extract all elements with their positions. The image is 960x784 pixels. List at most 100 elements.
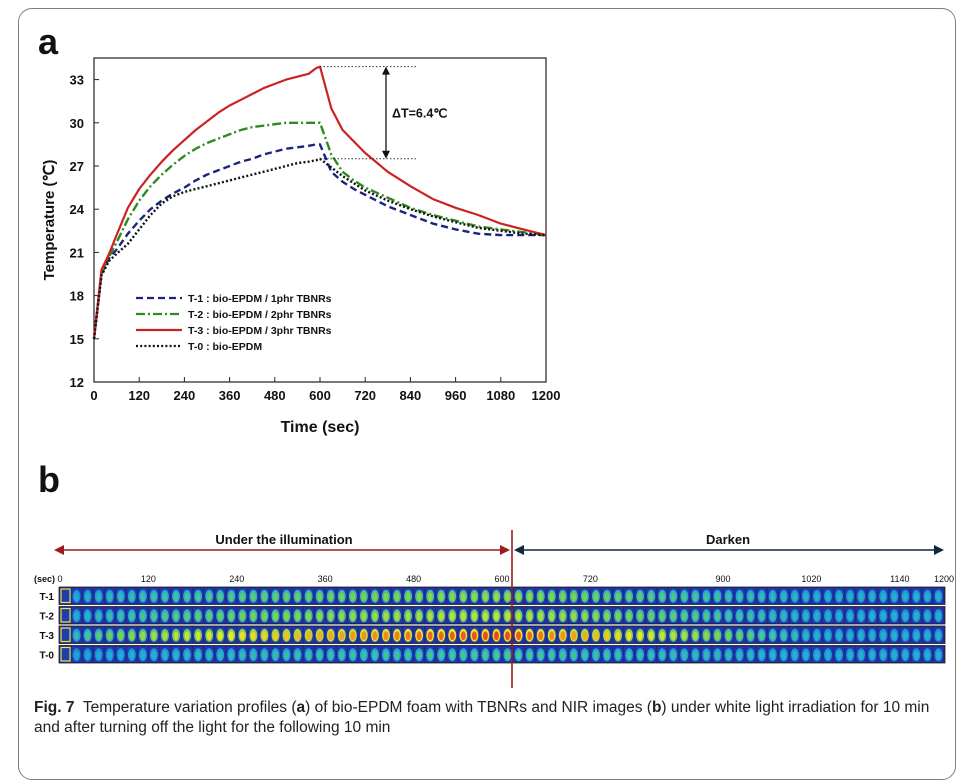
nir-frame-core (604, 650, 610, 660)
nir-frame-core (792, 592, 798, 602)
nir-frame-core (482, 611, 488, 621)
x-tick-label: 240 (174, 388, 196, 403)
nir-frame-core (505, 592, 510, 602)
time-tick-label: 1200 (934, 574, 954, 584)
nir-frame-core (549, 592, 555, 602)
nir-frame-core (869, 592, 875, 602)
nir-frame-core (261, 592, 267, 602)
nir-frame-core (560, 592, 566, 602)
nir-frame-core (936, 611, 941, 621)
nir-frame-core (715, 592, 720, 602)
nir-frame-core (527, 631, 533, 641)
nir-frame-core (913, 650, 919, 660)
nir-frame-core (361, 611, 367, 621)
nir-frame-core (648, 650, 654, 660)
nir-frame-core (228, 631, 234, 641)
nir-frame-core (913, 592, 919, 602)
nir-frame-core (394, 611, 400, 621)
nir-frame-core (383, 592, 389, 602)
nir-frame-core (847, 592, 853, 602)
nir-frame-core (902, 611, 908, 621)
nir-frame-core (427, 592, 433, 602)
nir-frame-core (913, 631, 919, 641)
nir-frame-core (681, 611, 687, 621)
nir-frame-core (449, 650, 455, 660)
nir-frame-core (162, 592, 168, 602)
nir-frame-core (295, 611, 301, 621)
nir-frame-core (659, 631, 665, 641)
nir-frame-core (792, 631, 798, 641)
y-tick-label: 30 (70, 116, 84, 131)
nir-frame-core (129, 611, 135, 621)
nir-frame-core (604, 592, 610, 602)
nir-frame-core (681, 631, 687, 641)
nir-frame-core (869, 611, 875, 621)
nir-frame-core (350, 631, 356, 641)
nir-frame-core (505, 650, 510, 660)
nir-frame-core (803, 650, 809, 660)
nir-frame-core (217, 592, 223, 602)
nir-frame-core (250, 650, 256, 660)
nir-frame-core (85, 611, 91, 621)
nir-frame-core (328, 650, 334, 660)
illumination-arrow-head-right (500, 545, 510, 555)
nir-frame-core (107, 611, 113, 621)
time-tick-label: 360 (318, 574, 333, 584)
row-label: T-1 (40, 592, 55, 603)
nir-frame-core (261, 611, 267, 621)
nir-frame-core (748, 650, 754, 660)
delta-t-annotation: ΔT=6.4℃ (392, 107, 447, 121)
nir-frame-core (394, 592, 400, 602)
nir-frame-core (770, 611, 776, 621)
x-tick-label: 720 (354, 388, 376, 403)
nir-frame-core (560, 631, 566, 641)
nir-frame-core (516, 631, 522, 641)
nir-frame-core (604, 611, 610, 621)
nir-frame-core (891, 592, 897, 602)
x-tick-label: 1080 (486, 388, 515, 403)
nir-frame-core (505, 631, 510, 641)
nir-frame-core (770, 631, 776, 641)
illumination-arrow-head-left (54, 545, 64, 555)
nir-frame-core (74, 650, 80, 660)
nir-frame-core (836, 650, 842, 660)
nir-frame-core (737, 611, 743, 621)
nir-frame-core (527, 611, 533, 621)
nir-frame-core (372, 592, 378, 602)
nir-frame-core (715, 650, 720, 660)
nir-frame-core (759, 631, 765, 641)
nir-frame-core (85, 592, 91, 602)
nir-frame-core (792, 650, 798, 660)
nir-frame-core (924, 592, 930, 602)
nir-frame-core (670, 611, 676, 621)
nir-frame-core (460, 611, 466, 621)
nir-frame-core (394, 631, 400, 641)
nir-frame-core (284, 631, 289, 641)
nir-frame-core (173, 592, 179, 602)
nir-frame-core (737, 631, 743, 641)
y-tick-label: 24 (70, 202, 85, 217)
row-strip (58, 645, 946, 664)
nir-frame-core (737, 650, 743, 660)
nir-frame-core (880, 631, 886, 641)
nir-frame-core (328, 592, 334, 602)
y-tick-label: 15 (70, 332, 84, 347)
nir-frame-core (538, 611, 544, 621)
nir-frame-core (748, 631, 754, 641)
nir-frame-core (427, 650, 433, 660)
nir-frame-core (151, 650, 157, 660)
nir-frame-core (924, 611, 930, 621)
nir-frame-core (295, 631, 301, 641)
nir-frame-core (571, 650, 577, 660)
nir-frame-core (482, 631, 488, 641)
nir-frame-core (593, 592, 599, 602)
nir-frame-core (372, 631, 378, 641)
row-start-frame (60, 607, 71, 623)
nir-frame-core (759, 611, 765, 621)
nir-frame-core (670, 650, 676, 660)
nir-frame-core (339, 631, 345, 641)
nir-frame-core (715, 611, 720, 621)
nir-frame-core (228, 650, 234, 660)
nir-frame-core (339, 592, 345, 602)
nir-frame-core (692, 650, 698, 660)
